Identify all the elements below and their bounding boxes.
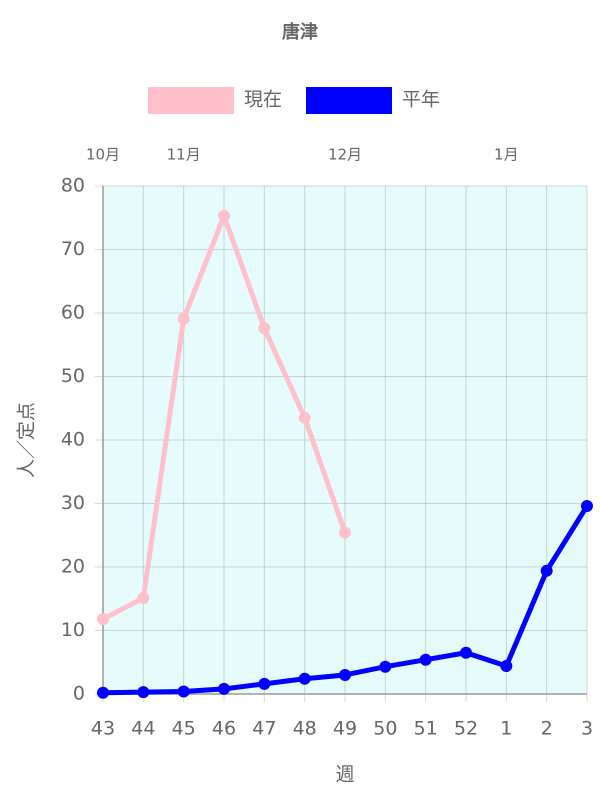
data-point bbox=[177, 312, 190, 325]
data-point bbox=[218, 682, 230, 695]
x-tick-label: 50 bbox=[373, 718, 397, 740]
data-point bbox=[298, 411, 311, 424]
top-tick-label: 12月 bbox=[328, 146, 362, 164]
data-point bbox=[581, 500, 593, 513]
x-tick-label: 49 bbox=[333, 718, 357, 740]
data-point bbox=[97, 613, 109, 626]
legend-label: 現在 bbox=[244, 89, 282, 111]
y-tick-label: 10 bbox=[61, 619, 85, 641]
chart-title: 唐津 bbox=[282, 21, 318, 43]
y-tick-label: 40 bbox=[61, 429, 85, 451]
data-point bbox=[258, 322, 271, 335]
legend-label: 平年 bbox=[402, 89, 440, 111]
data-point bbox=[258, 677, 271, 690]
plot-background bbox=[103, 186, 587, 694]
x-tick-label: 2 bbox=[541, 718, 553, 740]
data-point bbox=[339, 526, 351, 539]
legend-swatch bbox=[148, 87, 234, 114]
data-point bbox=[97, 686, 109, 699]
data-point bbox=[419, 653, 432, 666]
y-tick-label: 70 bbox=[61, 238, 85, 260]
x-axis-title: 週 bbox=[335, 764, 354, 786]
data-point bbox=[137, 686, 150, 699]
x-tick-label: 51 bbox=[414, 718, 438, 740]
data-point bbox=[339, 668, 351, 681]
top-tick-label: 11月 bbox=[167, 146, 201, 164]
x-tick-label: 46 bbox=[212, 718, 236, 740]
y-tick-label: 30 bbox=[61, 492, 85, 514]
data-point bbox=[177, 685, 190, 698]
y-tick-label: 20 bbox=[61, 556, 85, 578]
top-tick-label: 10月 bbox=[86, 146, 120, 164]
x-tick-label: 44 bbox=[131, 718, 155, 740]
y-tick-label: 60 bbox=[61, 302, 85, 324]
data-point bbox=[500, 660, 513, 673]
data-point bbox=[540, 564, 553, 577]
x-tick-label: 1 bbox=[500, 718, 512, 740]
legend-swatch bbox=[306, 87, 392, 114]
x-tick-label: 45 bbox=[172, 718, 196, 740]
data-point bbox=[137, 592, 150, 605]
top-tick-label: 1月 bbox=[494, 146, 519, 164]
x-tick-label: 48 bbox=[293, 718, 317, 740]
y-tick-label: 50 bbox=[61, 365, 85, 387]
data-point bbox=[218, 209, 230, 222]
x-tick-label: 43 bbox=[91, 718, 115, 740]
data-point bbox=[379, 660, 392, 673]
x-tick-label: 3 bbox=[581, 718, 593, 740]
x-tick-label: 47 bbox=[252, 718, 276, 740]
data-point bbox=[460, 646, 472, 659]
data-point bbox=[298, 672, 311, 685]
y-axis-title: 人／定点 bbox=[16, 402, 38, 478]
x-tick-label: 52 bbox=[454, 718, 478, 740]
y-tick-label: 0 bbox=[73, 683, 85, 705]
y-tick-label: 80 bbox=[61, 175, 85, 197]
